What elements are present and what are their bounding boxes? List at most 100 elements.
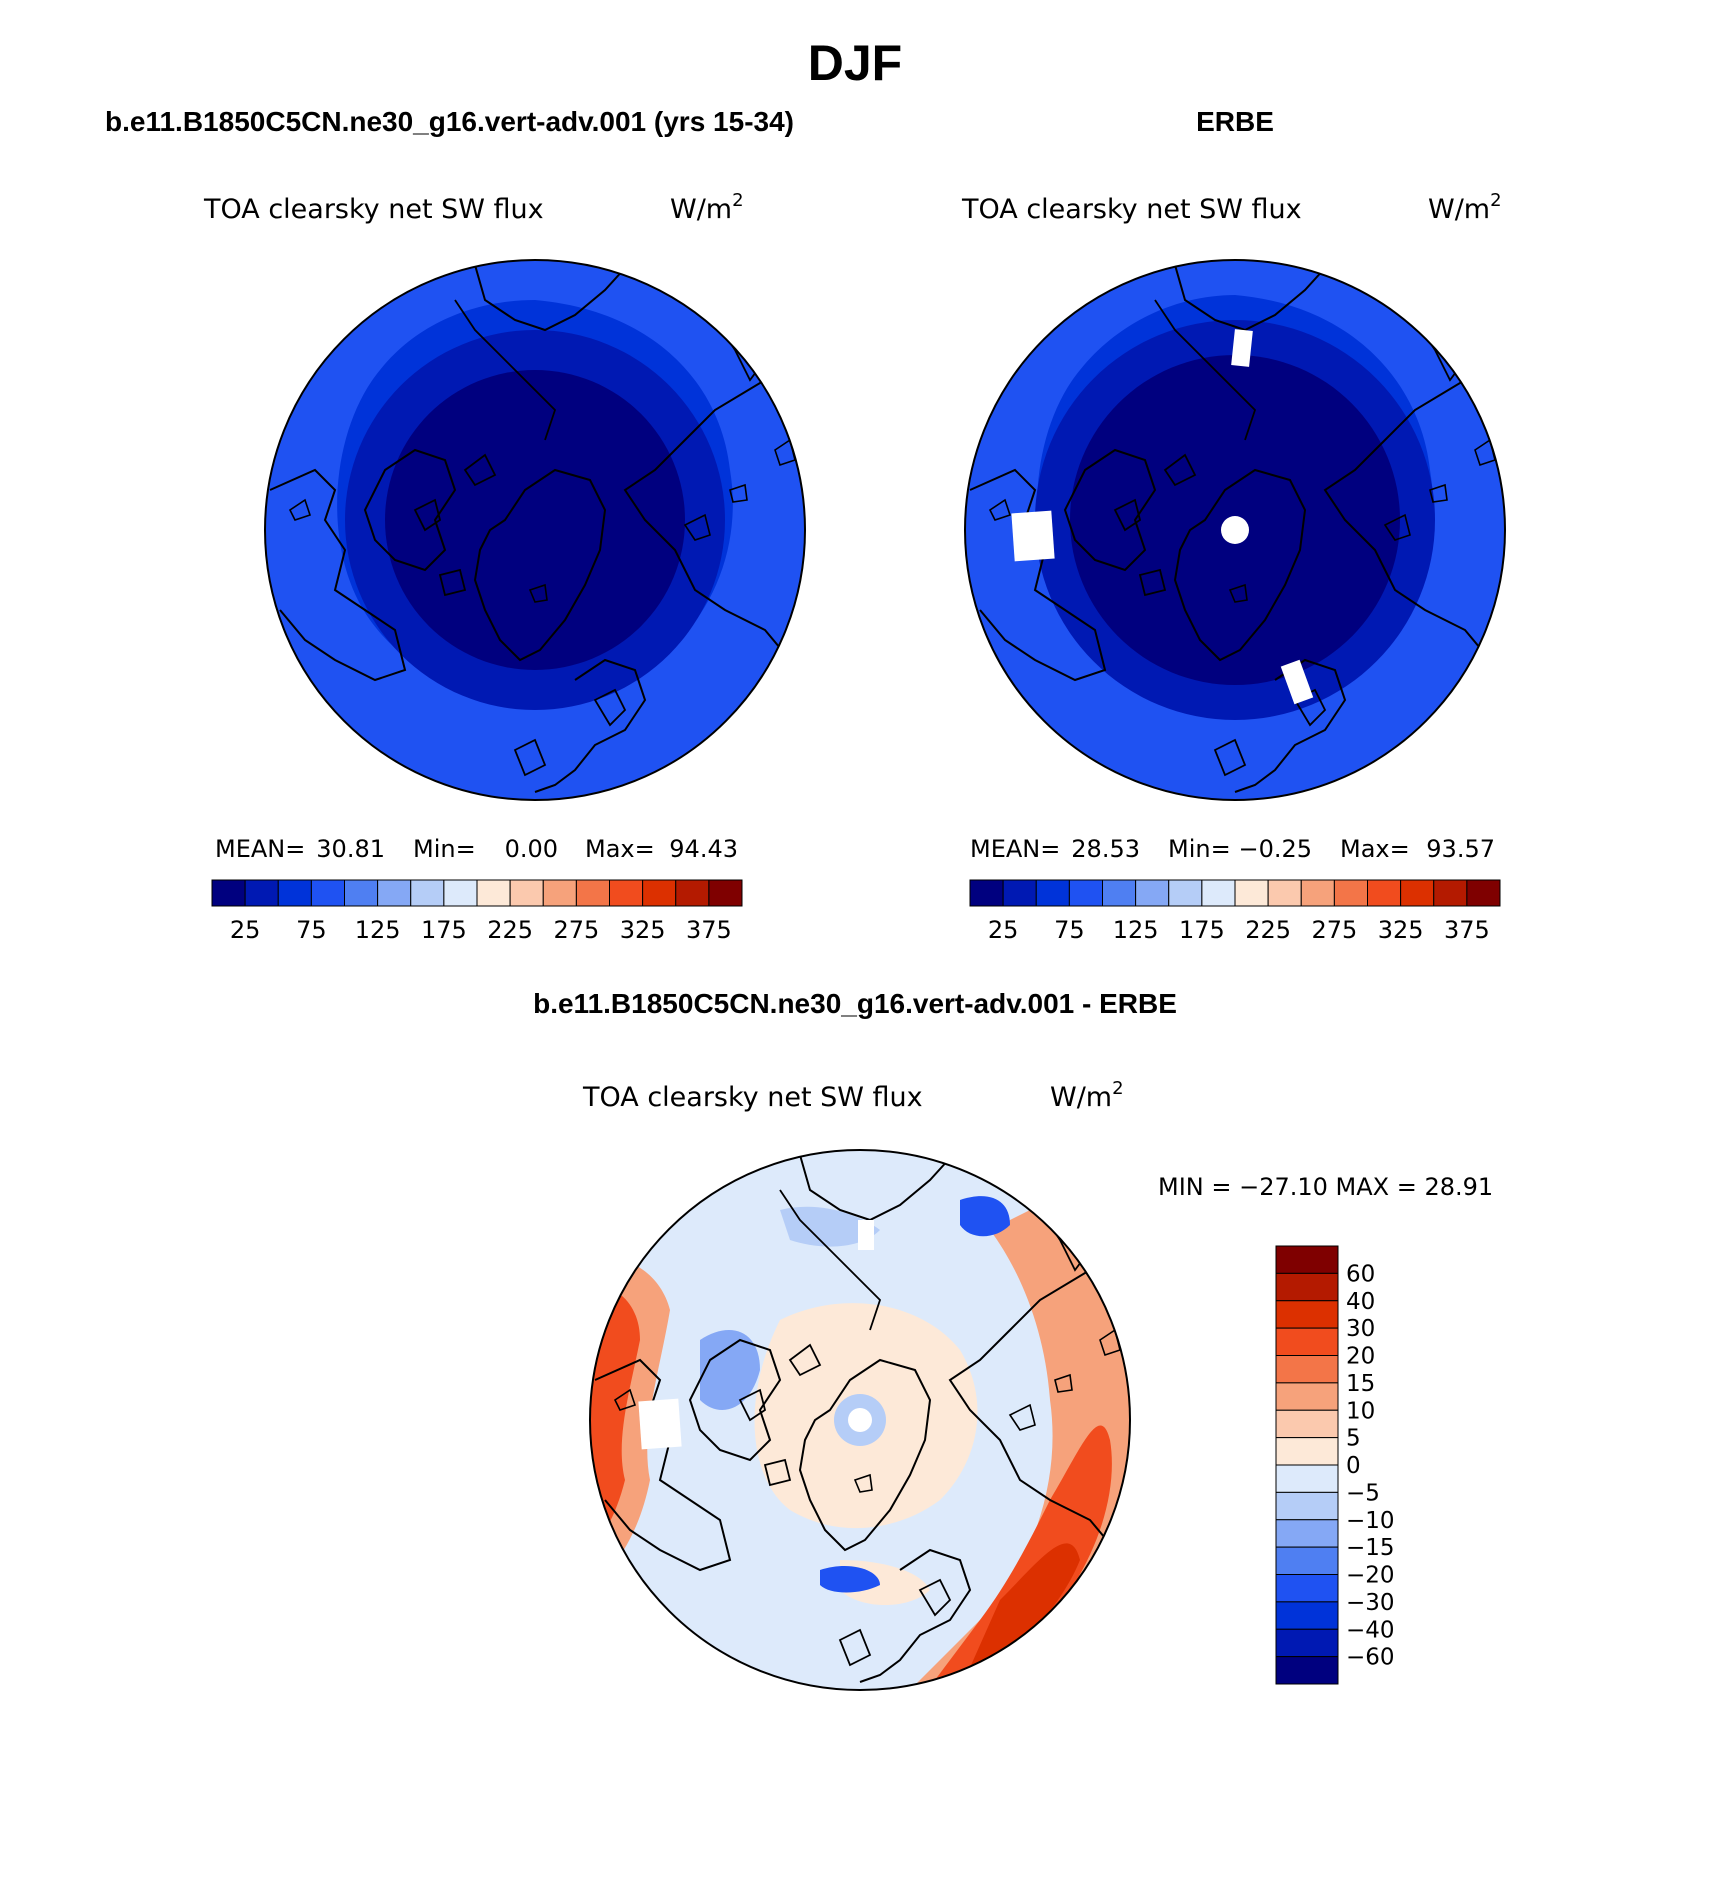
colorbar-swatch <box>1068 879 1103 907</box>
colorbar-tick-label: −10 <box>1346 1508 1395 1534</box>
colorbar-tick-label: 75 <box>296 916 327 944</box>
colorbar-swatch <box>1135 879 1170 907</box>
panel-model-stats: MEAN= 30.81 Min= 0.00 Max= 94.43 <box>215 835 738 863</box>
colorbar-tick-label: 15 <box>1346 1371 1375 1397</box>
panel-diff-units: W/m2 <box>1050 1078 1124 1113</box>
missing-patch-bering-strait <box>1231 329 1253 367</box>
map-border <box>264 259 806 801</box>
missing-patch-hudson-region <box>1011 510 1055 562</box>
colorbar-swatch <box>1333 879 1368 907</box>
panel-obs-header: ERBE <box>1196 106 1274 137</box>
colorbar-swatch <box>1275 1546 1339 1575</box>
panel-obs-units: W/m2 <box>1428 190 1502 225</box>
colorbar-tick-label: 325 <box>1378 916 1424 944</box>
colorbar-swatch <box>1275 1519 1339 1548</box>
colorbar-model: 25 75 125 175 225 275 325 375 <box>211 879 743 944</box>
colorbar-swatch <box>1275 1601 1339 1630</box>
stat-max-label: Max= <box>1340 835 1410 863</box>
colorbar-swatch <box>277 879 312 907</box>
colorbar-swatch <box>1275 1272 1339 1302</box>
colorbar-swatch <box>1275 1464 1339 1493</box>
panel-obs-stats: MEAN= 28.53 Min= −0.25 Max= 93.57 <box>970 835 1495 863</box>
colorbar-tick-label: 225 <box>1245 916 1291 944</box>
units-exponent: 2 <box>1112 1078 1123 1099</box>
colorbar-swatch <box>1267 879 1302 907</box>
colorbar-tick-label: 375 <box>1444 916 1490 944</box>
field-diff-pos-max <box>960 1543 1080 1690</box>
colorbar-swatch <box>410 879 445 907</box>
units-base: W/m <box>1428 194 1490 225</box>
map-obs <box>964 259 1506 801</box>
colorbar-swatch <box>443 879 478 907</box>
stat-min-label: Min= <box>413 835 476 863</box>
colorbar-tick-label: 10 <box>1346 1398 1375 1424</box>
colorbar-tick-label: 40 <box>1346 1289 1375 1315</box>
colorbar-tick-label: 75 <box>1054 916 1085 944</box>
colorbar-swatch <box>1275 1355 1339 1384</box>
colorbar-swatch <box>675 879 710 907</box>
colorbar-tick-label: 30 <box>1346 1316 1375 1342</box>
stat-min-value: −0.25 <box>1238 835 1312 863</box>
colorbar-swatch <box>1275 1656 1339 1685</box>
stat-min-value: 0.00 <box>505 835 558 863</box>
colorbar-swatch <box>344 879 379 907</box>
colorbar-tick-label: 175 <box>1179 916 1225 944</box>
colorbar-swatch <box>1275 1409 1339 1439</box>
colorbar-swatch <box>1234 879 1269 907</box>
colorbar-tick-label: −40 <box>1346 1617 1395 1643</box>
colorbar-swatch <box>1275 1437 1339 1466</box>
field-deep <box>385 370 685 670</box>
colorbar-swatch <box>310 879 345 907</box>
panel-model-variable: TOA clearsky net SW flux <box>203 194 544 225</box>
colorbar-swatch <box>1275 1245 1339 1274</box>
field-diff-neg-light <box>780 1206 880 1247</box>
colorbar-swatch <box>1367 879 1402 907</box>
colorbar-swatch <box>1275 1491 1339 1521</box>
missing-patch-pole <box>1221 516 1249 544</box>
map-border <box>964 259 1506 801</box>
missing-patch-baltic-region <box>1280 659 1314 705</box>
colorbar-obs: 25 75 125 175 225 275 325 375 <box>969 879 1501 944</box>
figure-title: DJF <box>808 35 902 91</box>
colorbar-tick-label: 275 <box>553 916 599 944</box>
panel-model-header: b.e11.B1850C5CN.ne30_g16.vert-adv.001 (y… <box>105 106 794 137</box>
colorbar-tick-label: 225 <box>487 916 533 944</box>
units-exponent: 2 <box>1490 190 1501 211</box>
colorbar-tick-label: 25 <box>988 916 1019 944</box>
units-base: W/m <box>1050 1082 1112 1113</box>
colorbar-swatch <box>377 879 412 907</box>
stat-mean-value: 30.81 <box>316 835 385 863</box>
colorbar-swatch <box>1275 1300 1339 1329</box>
colorbar-tick-label: 375 <box>686 916 732 944</box>
colorbar-swatch <box>1201 879 1236 907</box>
colorbar-swatch <box>609 879 644 907</box>
colorbar-swatch <box>1275 1574 1339 1603</box>
stat-max-value: 94.43 <box>669 835 738 863</box>
field-diff-neg-strong <box>820 1565 880 1593</box>
stat-max-label: Max= <box>585 835 655 863</box>
colorbar-tick-label: −20 <box>1346 1563 1395 1589</box>
panel-diff-stats: MIN = −27.10 MAX = 28.91 <box>1158 1173 1493 1201</box>
panel-diff-variable: TOA clearsky net SW flux <box>582 1082 923 1113</box>
colorbar-swatch <box>969 879 1004 907</box>
colorbar-swatch <box>575 879 610 907</box>
colorbar-swatch <box>244 879 279 907</box>
colorbar-swatch <box>1168 879 1203 907</box>
colorbar-tick-label: −15 <box>1346 1535 1395 1561</box>
stat-min-label: Min= <box>1168 835 1231 863</box>
colorbar-tick-label: 275 <box>1311 916 1357 944</box>
panel-model-units: W/m2 <box>670 190 744 225</box>
colorbar-swatch <box>1002 879 1037 907</box>
colorbar-swatch <box>211 879 246 907</box>
units-exponent: 2 <box>732 190 743 211</box>
colorbar-swatch <box>642 879 677 907</box>
missing-patch-hudson-region <box>638 1398 682 1450</box>
map-model <box>264 259 806 801</box>
colorbar-tick-label: 25 <box>230 916 261 944</box>
field-diff-neg-strong <box>960 1196 1010 1237</box>
colorbar-swatch <box>1400 879 1435 907</box>
colorbar-tick-label: −5 <box>1346 1480 1380 1506</box>
colorbar-swatch <box>509 879 544 907</box>
colorbar-tick-label: −30 <box>1346 1590 1395 1616</box>
